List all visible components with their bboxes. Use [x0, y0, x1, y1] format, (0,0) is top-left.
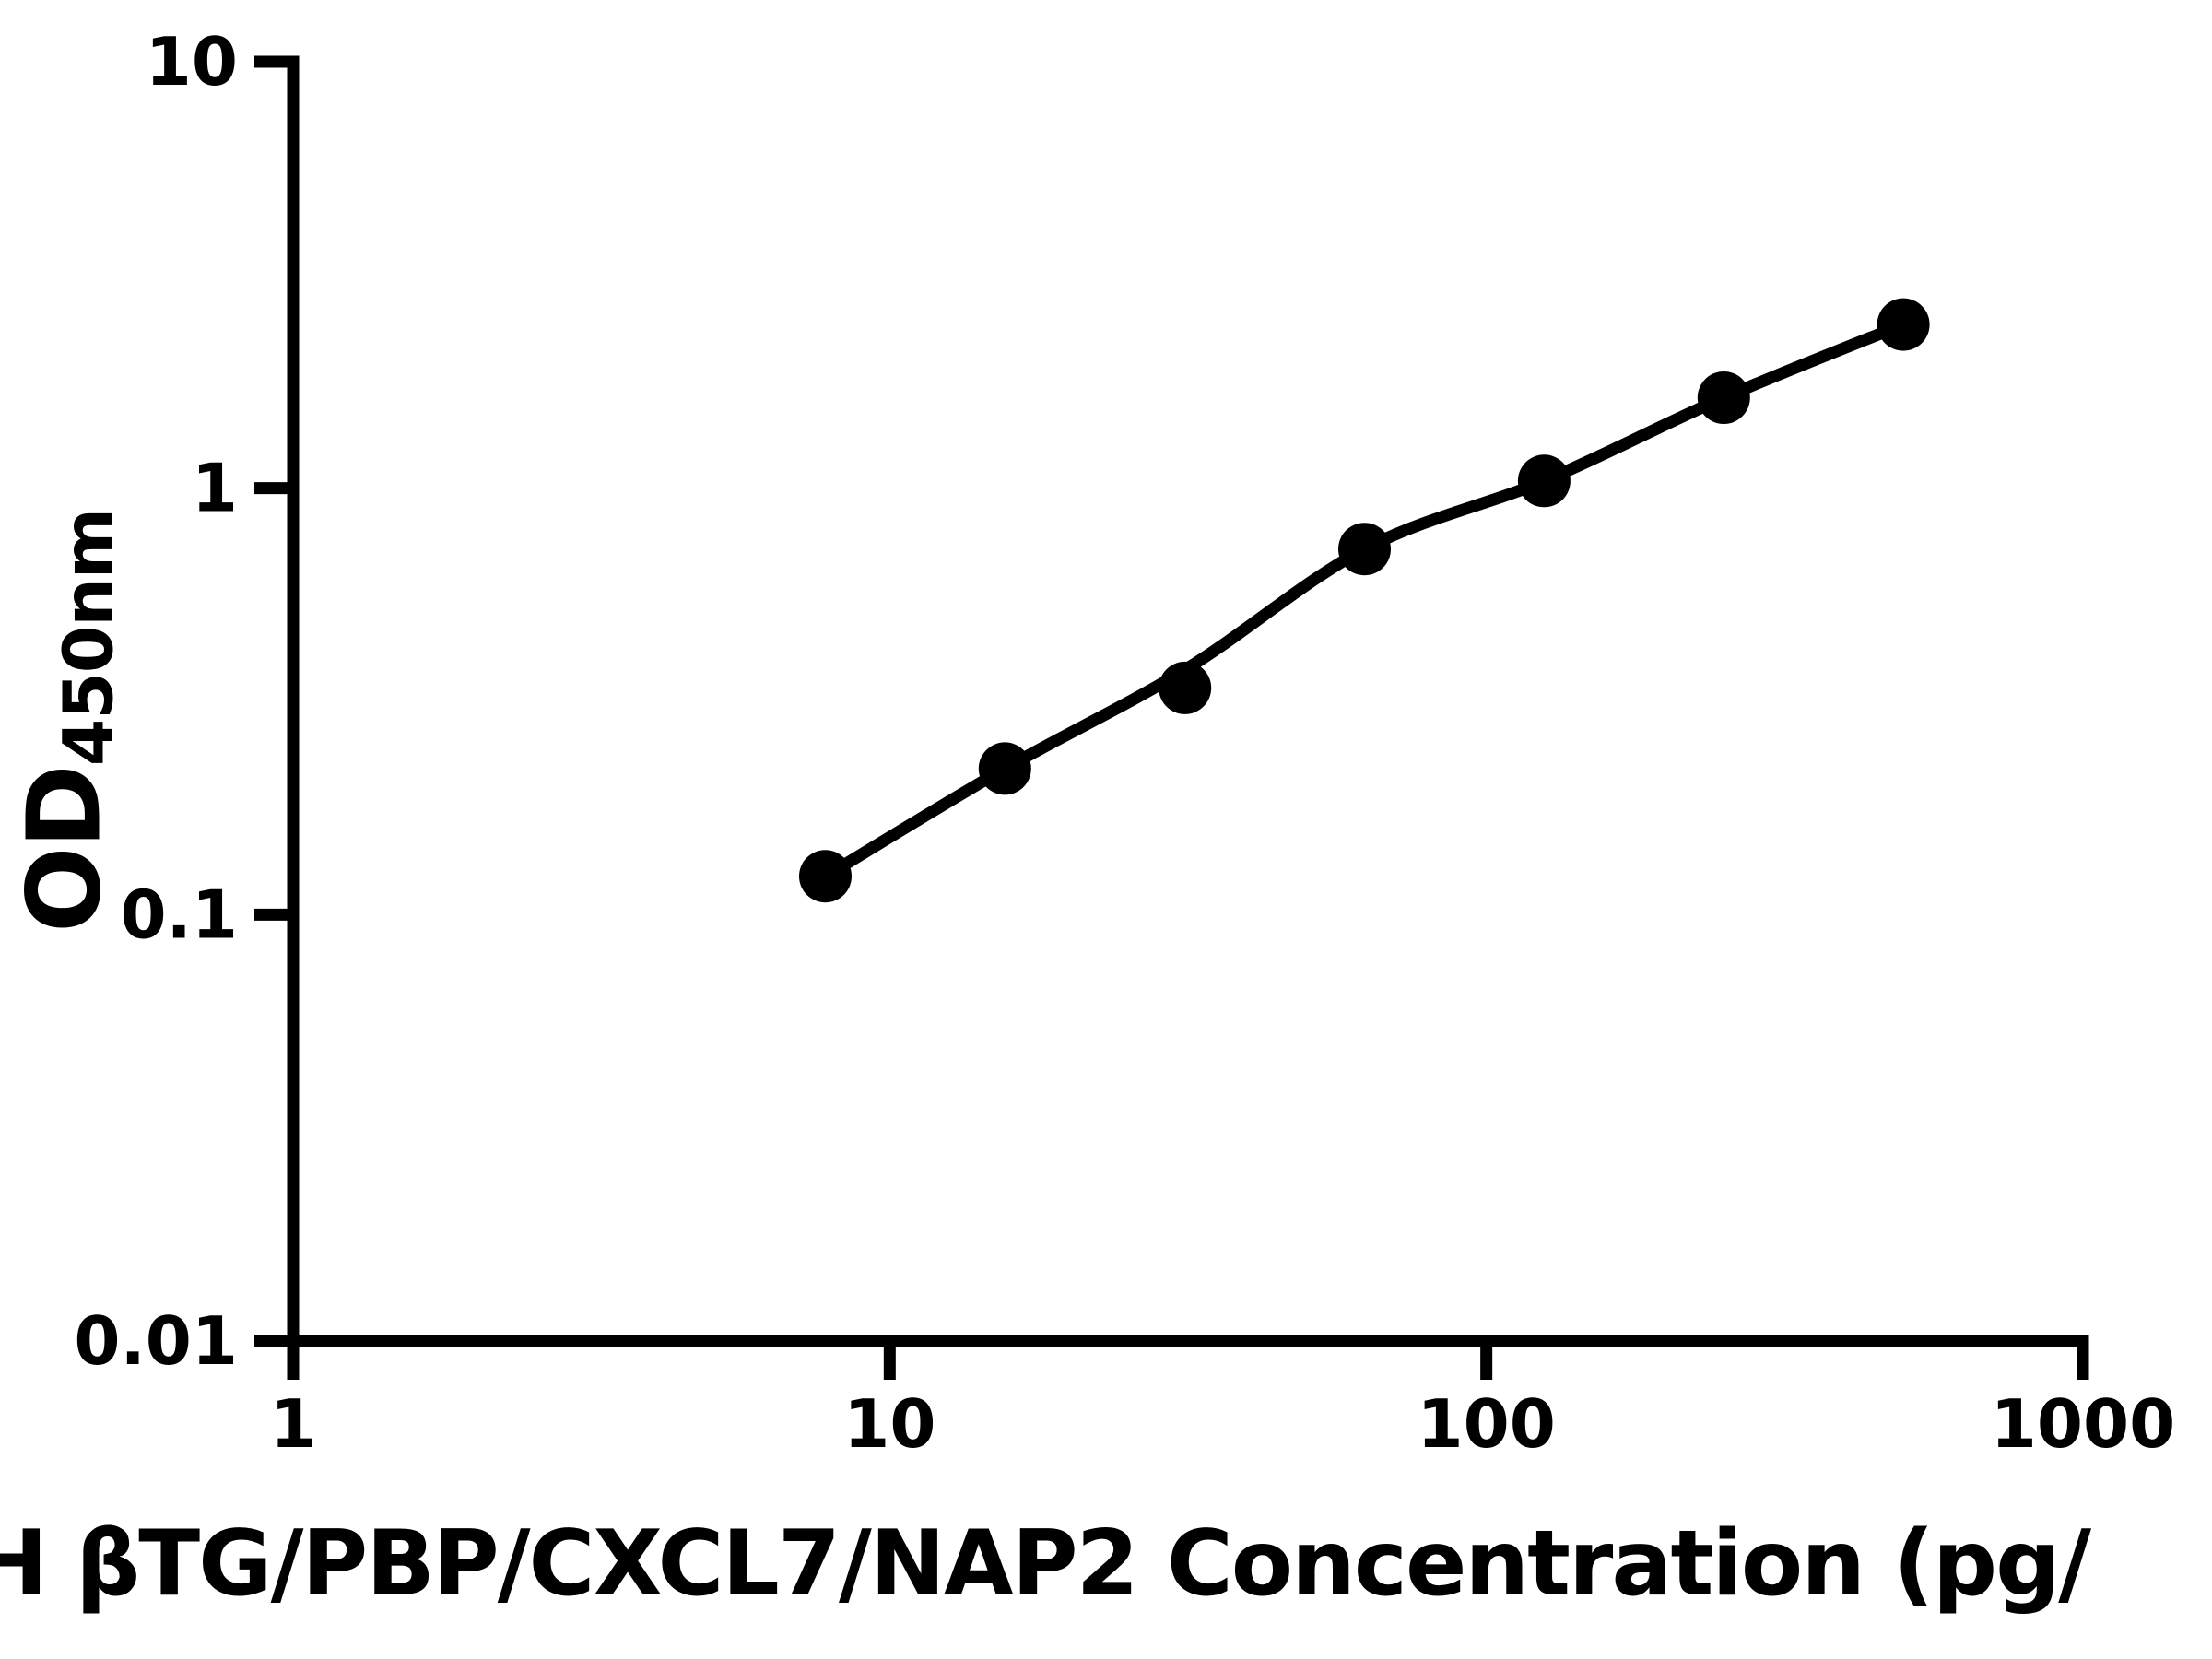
x-tick-label: 100 [1418, 1385, 1556, 1463]
data-point [1877, 298, 1930, 351]
x-tick-label: 1 [270, 1385, 316, 1463]
data-point [799, 850, 852, 903]
data-point [1697, 371, 1750, 424]
data-point [1517, 454, 1571, 508]
x-axis-title: H βTG/PBP/CXCL7/NAP2 Concentration (pg/ [0, 1512, 2091, 1617]
data-point [1338, 523, 1391, 576]
y-tick-label: 1 [192, 450, 238, 527]
x-tick-label: 1000 [1991, 1385, 2175, 1463]
y-axis-title: OD450nm [6, 509, 129, 933]
y-tick-label: 0.1 [120, 876, 238, 953]
y-axis-title-main: OD [5, 766, 124, 934]
x-tick-label: 10 [843, 1385, 935, 1463]
y-tick-label: 10 [146, 23, 238, 100]
data-point [1159, 661, 1212, 714]
y-axis-title-subscript: 450nm [49, 508, 129, 767]
y-tick-label: 0.01 [74, 1302, 238, 1380]
data-point [978, 742, 1031, 795]
